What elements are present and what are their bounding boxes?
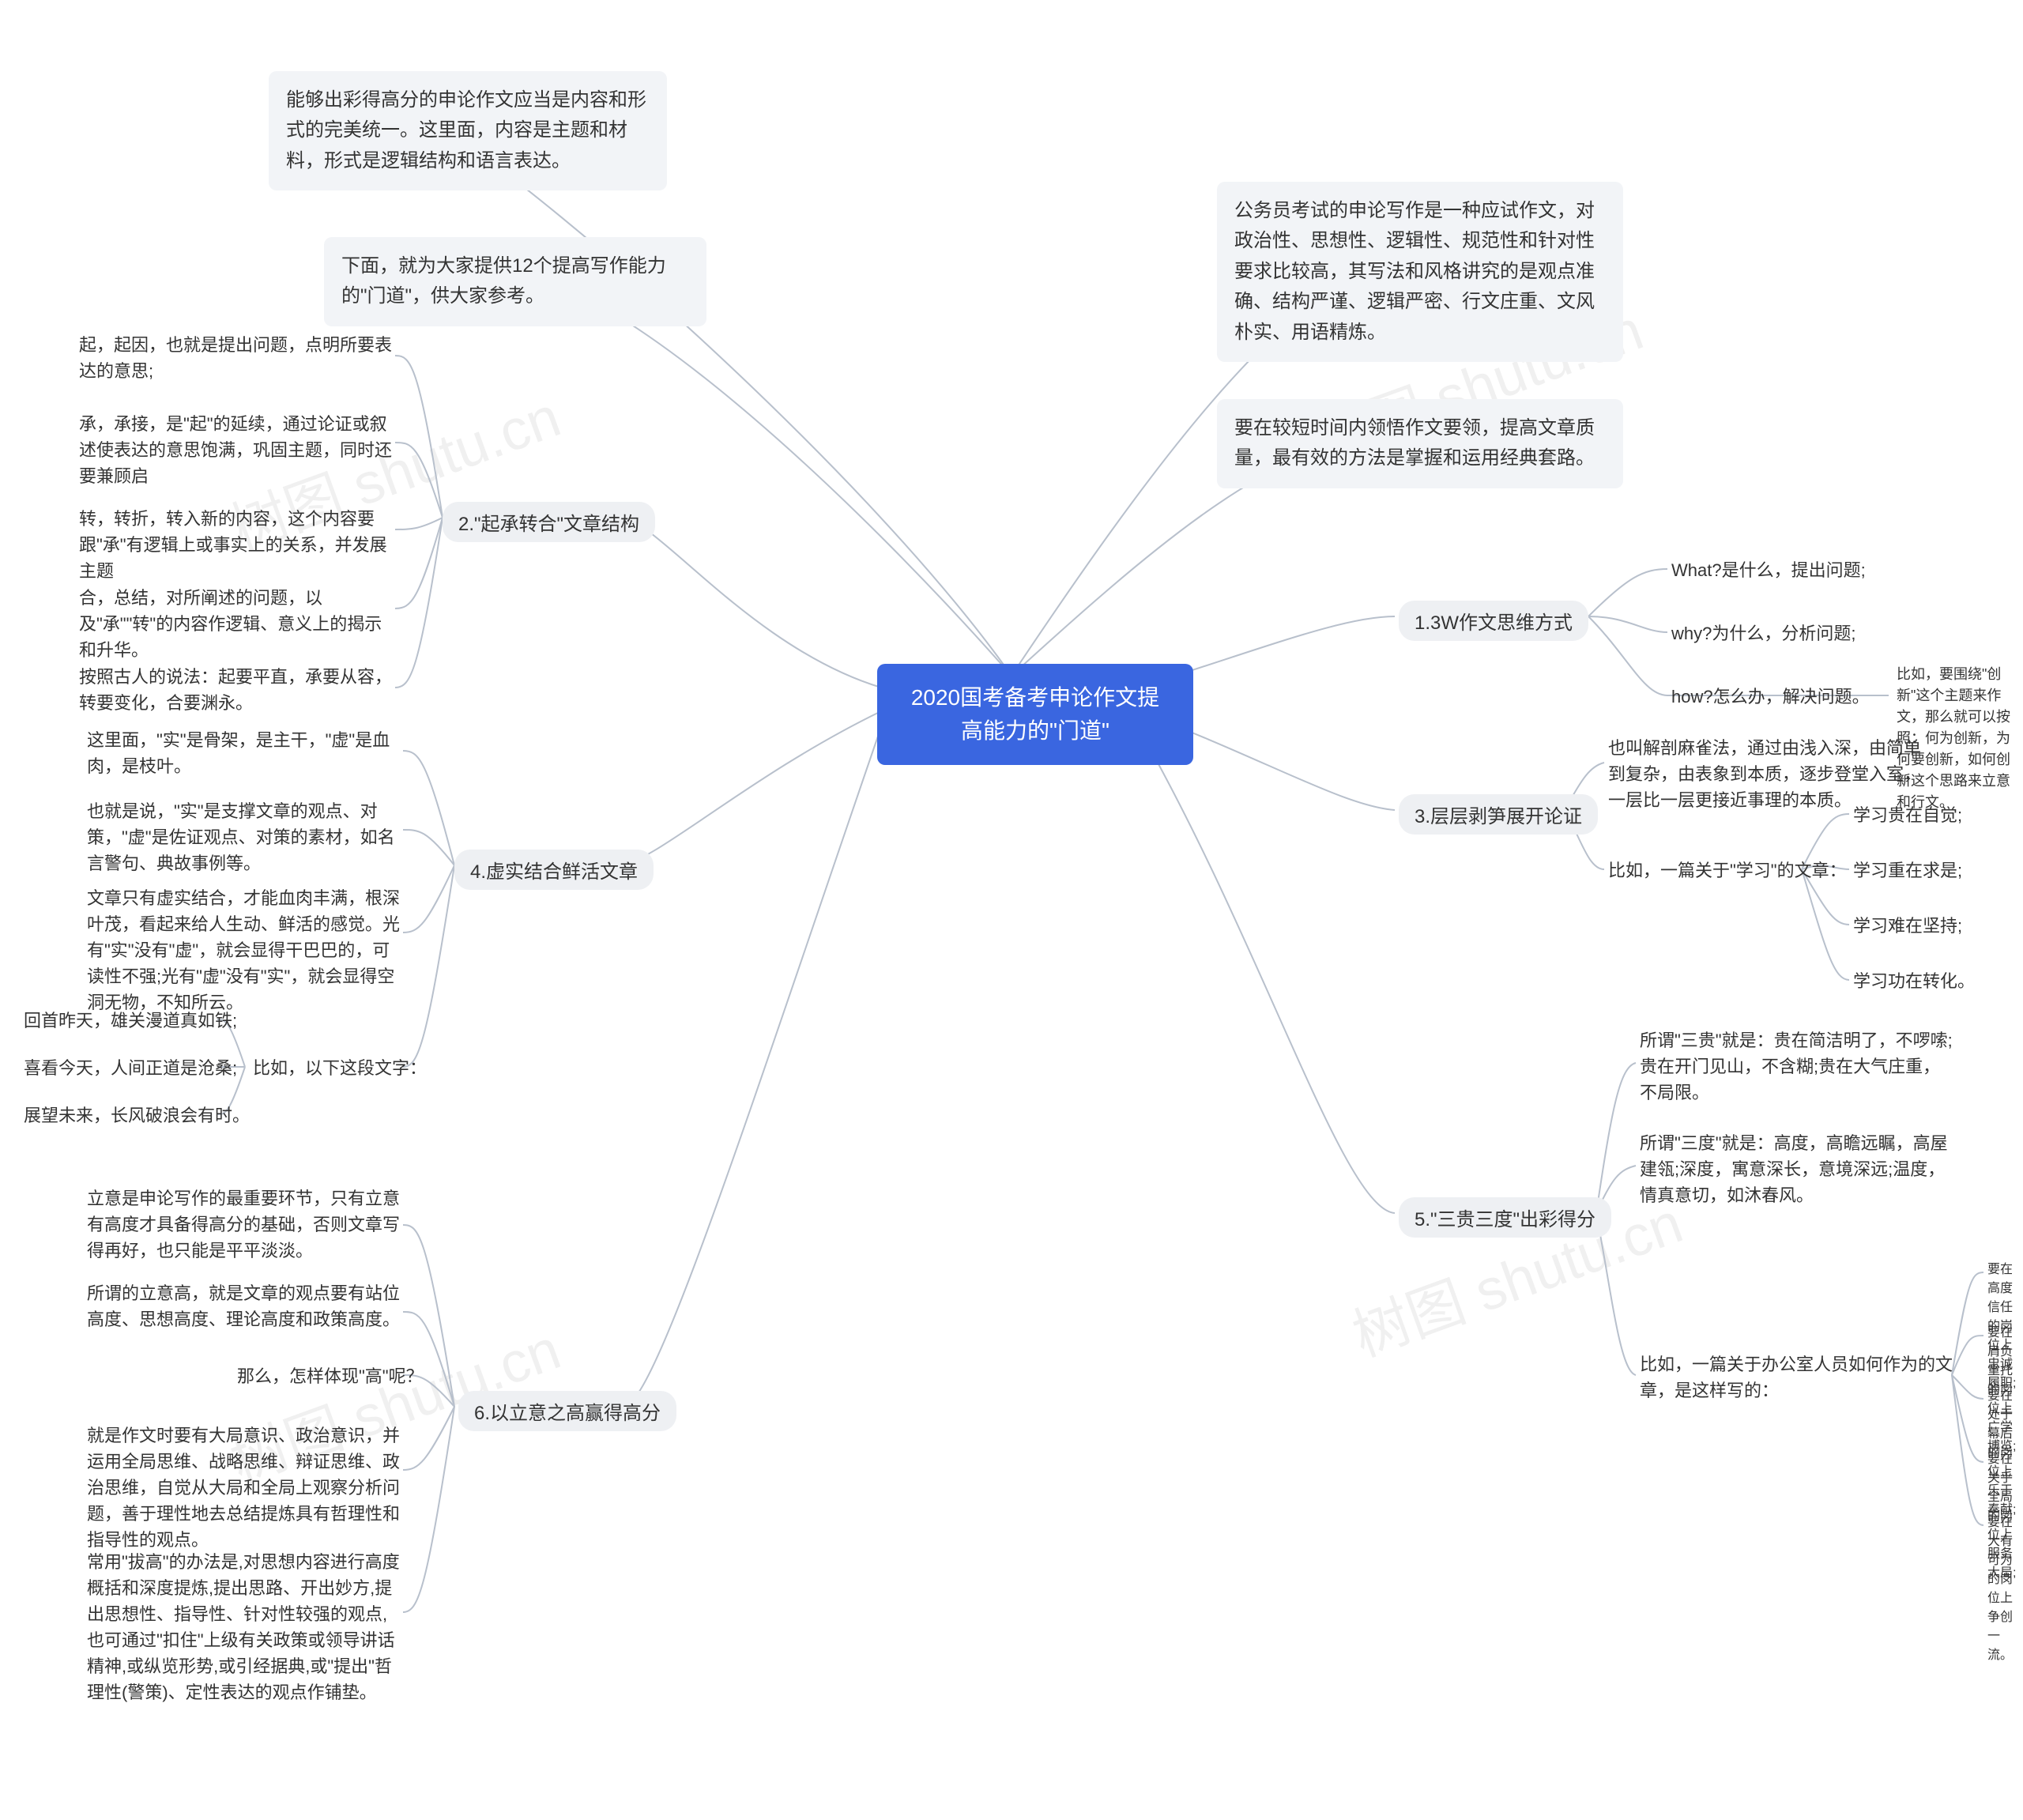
m3-s4: 学习功在转化。 <box>1853 968 1975 994</box>
m5-c2: 所谓"三度"就是：高度，高瞻远瞩，高屋建瓴;深度，寓意深长，意境深远;温度，情真… <box>1640 1130 1956 1208</box>
m4-s2: 喜看今天，人间正道是沧桑; <box>24 1055 237 1081</box>
intro-bubble-2: 下面，就为大家提供12个提高写作能力的"门道"，供大家参考。 <box>324 237 706 326</box>
m5-s5: 要在大有可为的岗位上争创一流。 <box>1987 1513 2019 1665</box>
m5-c1: 所谓"三贵"就是：贵在简洁明了，不啰嗦;贵在开门见山，不含糊;贵在大气庄重，不局… <box>1640 1027 1956 1106</box>
m1-c2: why?为什么，分析问题; <box>1671 620 1855 646</box>
m6-c1: 立意是申论写作的最重要环节，只有立意有高度才具备得高分的基础，否则文章写得再好，… <box>87 1185 403 1264</box>
m2-c4: 合，总结，对所阐述的问题，以及"承""转"的内容作逻辑、意义上的揭示和升华。 <box>79 585 395 663</box>
m2-c3: 转，转折，转入新的内容，这个内容要跟"承"有逻辑上或事实上的关系，并发展主题 <box>79 506 395 584</box>
m4-s3: 展望未来，长风破浪会有时。 <box>24 1102 250 1129</box>
m2-c5: 按照古人的说法：起要平直，承要从容，转要变化，合要渊永。 <box>79 664 395 716</box>
intro-bubble-4: 要在较短时间内领悟作文要领，提高文章质量，最有效的方法是掌握和运用经典套路。 <box>1217 399 1623 488</box>
m3-s2: 学习重在求是; <box>1853 857 1962 884</box>
m5-sub-label: 比如，一篇关于办公室人员如何作为的文章，是这样写的： <box>1640 1351 1956 1404</box>
branch-6-high-intent: 6.以立意之高赢得高分 <box>458 1391 676 1431</box>
m4-s1: 回首昨天，雄关漫道真如铁; <box>24 1008 237 1034</box>
m1-c1: What?是什么，提出问题; <box>1671 557 1866 583</box>
m6-c4: 就是作文时要有大局意识、政治意识，并运用全局思维、战略思维、辩证思维、政治思维，… <box>87 1422 403 1553</box>
m3-s3: 学习难在坚持; <box>1853 913 1962 939</box>
m4-c2: 也就是说，"实"是支撑文章的观点、对策，"虚"是佐证观点、对策的素材，如名言警句… <box>87 798 403 876</box>
m3-s1: 学习贵在自觉; <box>1853 802 1962 828</box>
m6-c3: 那么，怎样体现"高"呢？ <box>237 1363 424 1389</box>
m6-c5: 常用"拔高"的办法是,对思想内容进行高度概括和深度提炼,提出思路、开出妙方,提出… <box>87 1549 403 1705</box>
m3-sub-label: 比如，一篇关于"学习"的文章： <box>1608 857 1847 884</box>
m2-c2: 承，承接，是"起"的延续，通过论证或叙述使表达的意思饱满，巩固主题，同时还要兼顾… <box>79 411 395 489</box>
branch-1-3w: 1.3W作文思维方式 <box>1399 601 1588 641</box>
m6-c2: 所谓的立意高，就是文章的观点要有站位高度、思想高度、理论高度和政策高度。 <box>87 1280 403 1332</box>
m1-c3: how?怎么办，解决问题。 <box>1671 684 1870 710</box>
branch-2-structure: 2."起承转合"文章结构 <box>443 502 655 542</box>
m4-c3: 文章只有虚实结合，才能血肉丰满，根深叶茂，看起来给人生动、鲜活的感觉。光有"实"… <box>87 885 403 1016</box>
branch-3-onion: 3.层层剥笋展开论证 <box>1399 794 1598 835</box>
intro-bubble-3: 公务员考试的申论写作是一种应试作文，对政治性、思想性、逻辑性、规范性和针对性要求… <box>1217 182 1623 362</box>
branch-5-three: 5."三贵三度"出彩得分 <box>1399 1197 1611 1238</box>
m4-sub-label: 比如，以下这段文字： <box>253 1055 427 1081</box>
m4-c1: 这里面，"实"是骨架，是主干，"虚"是血肉，是枝叶。 <box>87 727 403 779</box>
intro-bubble-1: 能够出彩得高分的申论作文应当是内容和形式的完美统一。这里面，内容是主题和材料，形… <box>269 71 667 190</box>
center-node: 2020国考备考申论作文提高能力的"门道" <box>877 664 1193 765</box>
m2-c1: 起，起因，也就是提出问题，点明所要表达的意思; <box>79 332 395 384</box>
branch-4-virtual-real: 4.虚实结合鲜活文章 <box>454 850 654 890</box>
